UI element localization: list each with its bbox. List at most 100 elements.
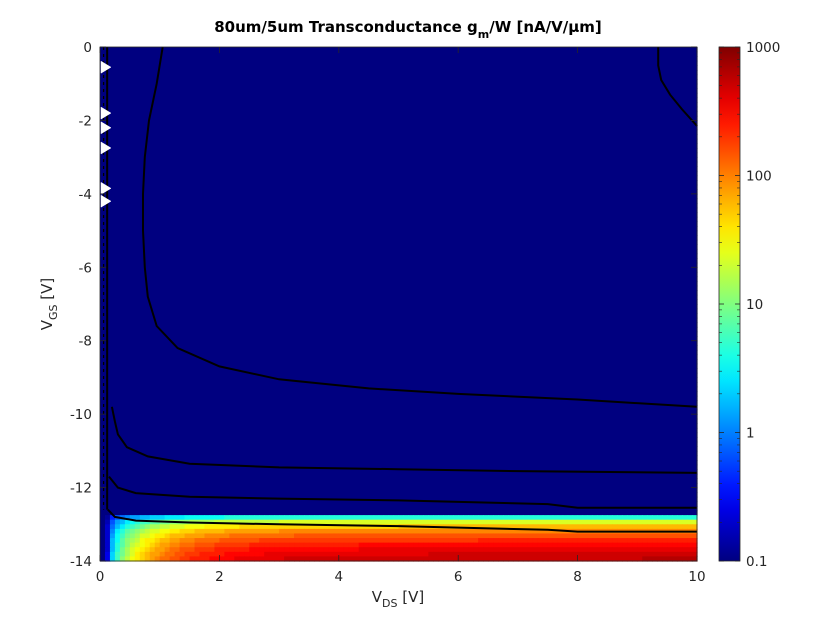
heatmap-cell [418, 111, 424, 117]
heatmap-cell [577, 102, 584, 108]
heatmap-cell [403, 193, 410, 200]
heatmap-cell [244, 125, 250, 131]
heatmap-cell [338, 111, 345, 117]
heatmap-cell [483, 47, 489, 53]
heatmap-cell [562, 47, 569, 53]
heatmap-cell [164, 147, 171, 154]
heatmap-cell [174, 74, 181, 80]
heatmap-cell [179, 92, 186, 99]
heatmap-cell [607, 198, 614, 204]
heatmap-cell [159, 65, 166, 71]
heatmap-cell [154, 161, 161, 167]
heatmap-cell [507, 125, 514, 131]
heatmap-cell [517, 170, 524, 177]
heatmap-cell [343, 198, 350, 204]
heatmap-cell [478, 170, 484, 177]
heatmap-cell [338, 212, 345, 218]
heatmap-cell [448, 88, 454, 94]
heatmap-cell [134, 92, 141, 99]
heatmap-cell [627, 175, 633, 181]
heatmap-cell [493, 161, 499, 167]
heatmap-cell [333, 65, 340, 71]
heatmap-cell [597, 47, 604, 53]
heatmap-cell [179, 152, 186, 158]
heatmap-cell [368, 184, 375, 190]
heatmap-cell [488, 180, 494, 186]
heatmap-cell [358, 134, 365, 140]
heatmap-cell [184, 221, 191, 227]
heatmap-cell [502, 60, 509, 66]
heatmap-cell [587, 83, 594, 89]
heatmap-cell [428, 65, 434, 71]
heatmap-cell [433, 193, 439, 200]
heatmap-cell [100, 207, 106, 213]
heatmap-cell [373, 134, 380, 140]
heatmap-cell [373, 115, 380, 122]
heatmap-cell [602, 189, 609, 195]
heatmap-cell [229, 65, 235, 71]
heatmap-cell [657, 125, 663, 131]
heatmap-cell [124, 111, 131, 117]
heatmap-cell [408, 138, 415, 144]
heatmap-cell [622, 120, 628, 126]
heatmap-cell [642, 134, 648, 140]
heatmap-cell [214, 111, 220, 117]
heatmap-cell [677, 221, 683, 227]
heatmap-cell [184, 189, 191, 195]
heatmap-cell [289, 125, 295, 131]
heatmap-cell [443, 129, 449, 135]
heatmap-cell [169, 193, 176, 200]
heatmap-cell [124, 120, 131, 126]
heatmap-cell [532, 51, 539, 57]
heatmap-cell [632, 170, 638, 177]
heatmap-cell [458, 88, 464, 94]
heatmap-cell [557, 74, 564, 80]
heatmap-cell [488, 230, 494, 236]
heatmap-cell [403, 60, 410, 66]
heatmap-cell [174, 170, 181, 177]
heatmap-cell [552, 51, 559, 57]
heatmap-cell [408, 47, 415, 53]
heatmap-cell [607, 60, 614, 66]
heatmap-cell [552, 134, 559, 140]
heatmap-cell [164, 120, 171, 126]
heatmap-cell [393, 79, 400, 85]
heatmap-cell [403, 235, 410, 241]
heatmap-cell [363, 166, 370, 172]
heatmap-cell [458, 157, 464, 163]
heatmap-cell [358, 189, 365, 195]
heatmap-cell [100, 92, 106, 99]
heatmap-cell [318, 102, 325, 108]
heatmap-cell [438, 97, 444, 103]
heatmap-cell [453, 47, 459, 53]
heatmap-cell [687, 92, 693, 99]
heatmap-cell [249, 65, 255, 71]
heatmap-cell [647, 74, 653, 80]
heatmap-cell [274, 125, 280, 131]
heatmap-cell [274, 65, 280, 71]
heatmap-cell [254, 138, 260, 144]
heatmap-cell [612, 51, 618, 57]
heatmap-cell [169, 175, 176, 181]
heatmap-cell [313, 161, 320, 167]
heatmap-cell [622, 125, 628, 131]
heatmap-cell [239, 115, 245, 122]
heatmap-cell [493, 221, 499, 227]
heatmap-cell [274, 235, 280, 241]
heatmap-cell [398, 83, 405, 89]
heatmap-cell [463, 143, 469, 149]
heatmap-cell [129, 166, 136, 172]
heatmap-cell [687, 221, 693, 227]
heatmap-cell [279, 129, 285, 135]
heatmap-cell [174, 152, 181, 158]
heatmap-cell [353, 175, 360, 181]
heatmap-cell [672, 79, 678, 85]
heatmap-cell [209, 111, 216, 117]
heatmap-cell [109, 175, 116, 181]
heatmap-cell [423, 69, 429, 76]
heatmap-cell [512, 157, 519, 163]
heatmap-cell [373, 235, 380, 241]
heatmap-cell [657, 111, 663, 117]
heatmap-cell [100, 69, 106, 76]
heatmap-cell [443, 225, 449, 232]
